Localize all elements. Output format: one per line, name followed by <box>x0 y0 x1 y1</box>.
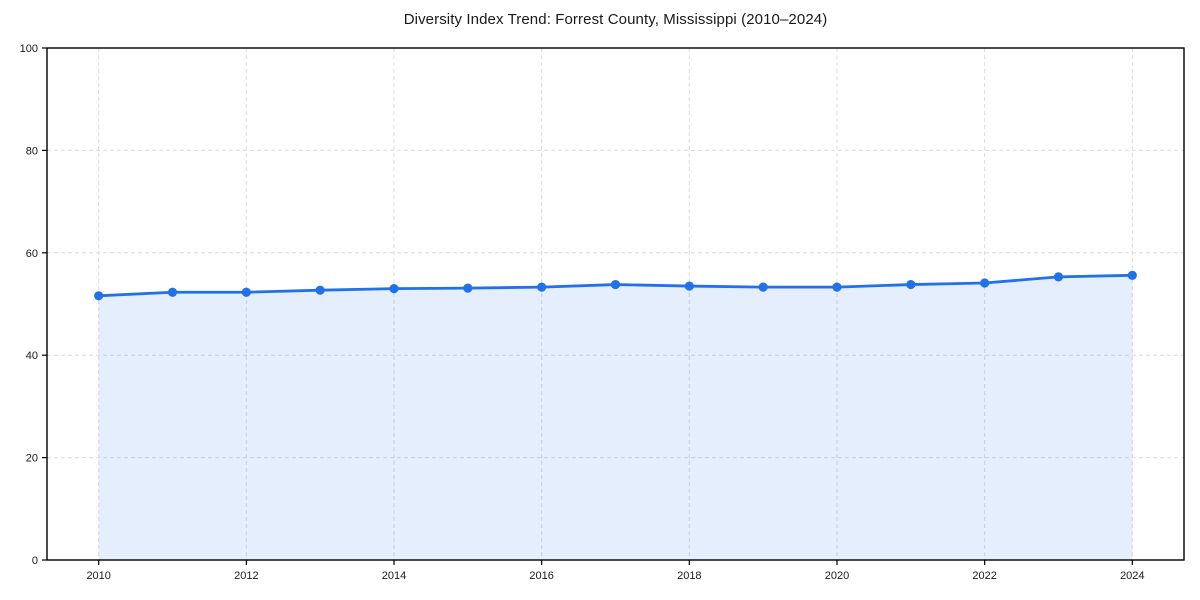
x-tick-label-2022: 2022 <box>972 570 996 582</box>
data-point-2016 <box>537 282 547 292</box>
data-point-2011 <box>167 287 178 297</box>
data-point-2014 <box>389 284 399 294</box>
data-points <box>94 270 1137 301</box>
x-tick-label-2012: 2012 <box>234 570 258 582</box>
data-point-2018 <box>684 281 694 291</box>
y-tick-label-100: 100 <box>20 43 38 55</box>
x-tick-label-2024: 2024 <box>1120 570 1144 582</box>
data-point-2020 <box>832 282 842 292</box>
x-tick-label-2016: 2016 <box>529 570 553 582</box>
y-tick-label-20: 20 <box>26 453 38 465</box>
chart-title: Diversity Index Trend: Forrest County, M… <box>403 11 828 28</box>
data-point-2024 <box>1127 270 1137 280</box>
plot-area <box>47 48 1184 560</box>
x-tick-label-2018: 2018 <box>677 570 701 582</box>
data-point-2019 <box>758 282 768 292</box>
x-tick-label-2020: 2020 <box>825 570 849 582</box>
area-fill <box>98 275 1133 560</box>
data-point-2017 <box>610 279 621 290</box>
axis-ticks <box>42 47 1133 565</box>
plot-frame <box>46 47 1185 561</box>
axis-tick-labels: 0 20 40 60 80 100 2010 2012 2014 2016 2018 2020 2022… <box>20 43 1145 582</box>
data-point-2021 <box>906 279 916 290</box>
x-tick-label-2010: 2010 <box>86 570 110 582</box>
data-point-2023 <box>1053 272 1064 282</box>
x-tick-label-2014: 2014 <box>382 570 406 582</box>
data-point-2012 <box>241 287 251 297</box>
gridlines <box>47 47 1184 560</box>
y-tick-label-40: 40 <box>26 350 38 362</box>
y-tick-label-60: 60 <box>26 248 38 260</box>
data-point-2013 <box>315 285 325 295</box>
data-point-2015 <box>463 283 473 293</box>
y-tick-label-0: 0 <box>32 555 38 567</box>
data-point-2010 <box>94 291 104 301</box>
data-point-2022 <box>980 278 990 288</box>
y-tick-label-80: 80 <box>26 145 38 157</box>
